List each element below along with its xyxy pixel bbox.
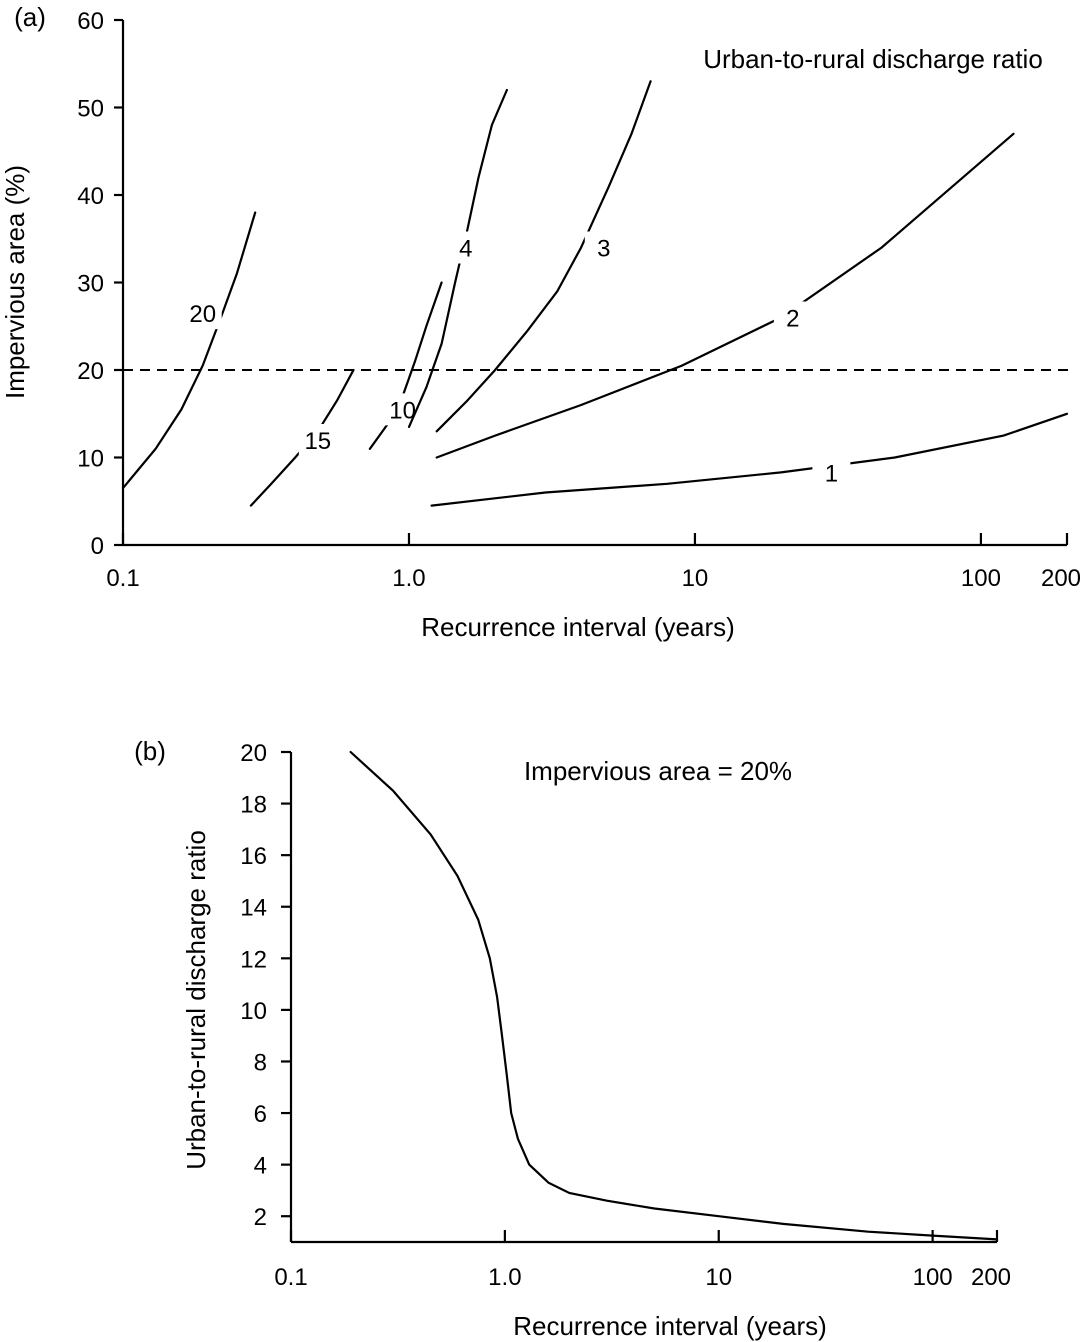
series-line-ratio-10 [368,281,443,450]
series-line-ratio-20 [121,211,257,490]
y-tick-label: 6 [254,1101,267,1128]
x-axis-label: Recurrence interval (years) [513,1311,827,1341]
x-tick-label: 200 [971,1264,1011,1291]
y-tick-label: 2 [254,1204,267,1231]
panel-b: 2 4 6 8 10 12 14 16 18 20 0.1 1.0 10 100 200 Recurrence… [134,736,1011,1341]
series-label-bg [446,231,485,264]
x-tick-label: 1.0 [392,565,425,592]
x-tick-label: 200 [1041,565,1081,592]
series-label-bg [183,297,222,330]
y-tick-label: 0 [91,533,104,560]
series-label-bg [584,231,623,264]
y-tick-label: 16 [240,843,267,870]
y-tick-label: 14 [240,895,267,922]
series-label: 3 [597,236,610,263]
y-tick-label: 12 [240,946,267,973]
series-label-bg [298,424,337,456]
panel-label: (a) [14,2,46,32]
series-label: 2 [786,306,799,333]
y-tick-label: 4 [254,1153,267,1180]
series-line-ratio-2 [435,132,1015,459]
series-label-bg [773,301,812,334]
y-tick-label: 10 [77,446,104,473]
series-line [349,750,999,1241]
series-label: 1 [825,460,838,487]
panel-label: (b) [134,736,166,766]
y-tick-label: 20 [77,358,104,385]
x-tick-label: 0.1 [274,1264,307,1291]
y-tick-label: 30 [77,271,104,298]
y-axis-label: Urban-to-rural discharge ratio [181,830,211,1170]
series-line-ratio-1 [430,412,1069,507]
y-tick-label: 60 [77,8,104,35]
y-tick-label: 50 [77,96,104,123]
y-tick-label: 20 [240,740,267,767]
chart-annotation: Urban-to-rural discharge ratio [703,44,1043,74]
y-tick-label: 8 [254,1049,267,1076]
panel-a: 0 10 20 30 40 50 60 0.1 1.0 10 100 200 Recurrence in… [0,2,1081,642]
x-tick-label: 10 [705,1264,732,1291]
series-label-bg [812,456,851,489]
y-tick-label: 18 [240,792,267,819]
x-tick-label: 100 [913,1264,953,1291]
x-axis-label: Recurrence interval (years) [421,612,735,642]
x-tick-label: 10 [682,565,709,592]
series-line-ratio-3 [435,80,652,433]
series-label: 15 [304,428,331,455]
series-label-bg [383,393,422,426]
series-label: 20 [189,301,216,328]
x-tick-label: 0.1 [106,565,139,592]
y-axis-label: Impervious area (%) [0,165,30,399]
y-tick-label: 40 [77,183,104,210]
y-tick-label: 10 [240,998,267,1025]
x-tick-label: 1.0 [488,1264,521,1291]
series-label: 4 [459,236,472,263]
chart-annotation: Impervious area = 20% [524,756,792,786]
x-tick-label: 100 [961,565,1001,592]
